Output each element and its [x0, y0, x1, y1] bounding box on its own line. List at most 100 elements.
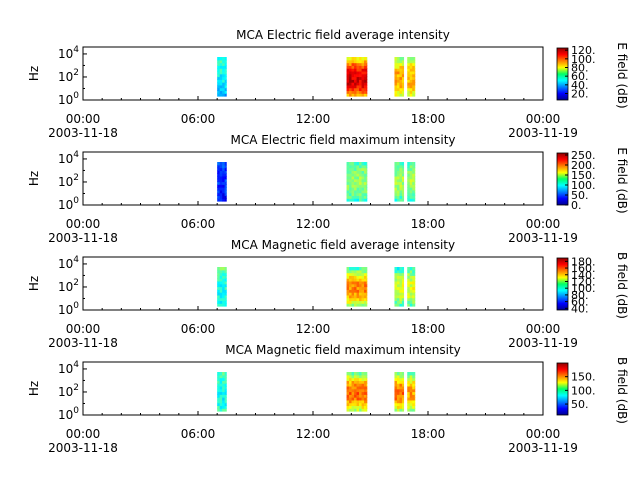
heatmap-cell	[361, 283, 365, 288]
heatmap-cell	[407, 269, 411, 274]
heatmap-cell	[351, 289, 355, 293]
heatmap-cell	[364, 267, 367, 271]
x-tick-label: 12:00	[296, 427, 331, 441]
plot-frame	[82, 361, 544, 416]
heatmap-cell	[364, 173, 367, 177]
heatmap-cell	[412, 385, 416, 390]
heatmap-cell	[399, 70, 403, 75]
y-tick-exponent: 2	[73, 383, 79, 393]
heatmap-cell	[354, 292, 357, 296]
heatmap-cell	[351, 79, 355, 83]
heatmap-cell	[349, 195, 352, 199]
heatmap-cell	[217, 198, 220, 202]
heatmap-cell	[351, 187, 355, 191]
heatmap-cell	[401, 399, 405, 404]
heatmap-cell	[394, 70, 398, 75]
heatmap-cell	[346, 184, 350, 188]
heatmap-cell	[401, 297, 405, 302]
heatmap-cell	[356, 164, 360, 169]
heatmap-cell	[364, 65, 367, 69]
heatmap-cell	[359, 289, 362, 293]
heatmap-cell	[407, 278, 411, 282]
heatmap-cell	[224, 70, 227, 75]
heatmap-cell	[364, 294, 367, 299]
heatmap-cell	[364, 289, 367, 293]
heatmap-cell	[401, 195, 405, 199]
heatmap-cell	[409, 87, 413, 92]
heatmap-cell	[359, 62, 362, 66]
heatmap-cell	[217, 374, 220, 379]
heatmap-cell	[224, 187, 227, 191]
heatmap-cell	[399, 275, 403, 279]
x-tick-label: 06:00	[181, 112, 216, 126]
heatmap-cell	[351, 405, 355, 409]
colorbar-tick-label: 150.	[571, 169, 596, 182]
heatmap-cell	[399, 192, 403, 197]
heatmap-cell	[349, 394, 352, 398]
heatmap-cell	[396, 175, 400, 180]
heatmap-cell	[412, 164, 416, 169]
heatmap-cell	[222, 192, 225, 197]
heatmap-cell	[409, 76, 413, 80]
heatmap-cell	[356, 399, 360, 404]
heatmap-cell	[222, 173, 225, 177]
heatmap-cell	[394, 385, 398, 390]
heatmap-cell	[222, 289, 225, 293]
heatmap-cell	[409, 62, 413, 66]
colorbar-tick-label: 40.	[571, 302, 589, 315]
heatmap-cell	[354, 383, 357, 387]
heatmap-cell	[356, 82, 360, 86]
heatmap-cell	[409, 173, 413, 177]
heatmap-cell	[349, 65, 352, 69]
heatmap-cell	[412, 394, 416, 398]
heatmap-cell	[361, 90, 365, 94]
heatmap-cell	[409, 59, 413, 64]
heatmap-cell	[346, 303, 350, 307]
heatmap-cell	[349, 278, 352, 282]
heatmap-cell	[399, 408, 403, 412]
heatmap-cell	[399, 280, 403, 285]
heatmap-cell	[407, 303, 411, 307]
heatmap-cell	[412, 82, 416, 86]
heatmap-cell	[217, 303, 220, 307]
heatmap-cell	[356, 286, 360, 290]
heatmap-cell	[217, 57, 220, 61]
heatmap-cell	[351, 374, 355, 379]
heatmap-cell	[219, 65, 223, 69]
heatmap-cell	[396, 167, 400, 171]
heatmap-cell	[356, 62, 360, 66]
heatmap-cell	[349, 178, 352, 183]
heatmap-cell	[351, 184, 355, 188]
heatmap-cell	[359, 394, 362, 398]
heatmap-cell	[396, 377, 400, 381]
heatmap-cell	[222, 374, 225, 379]
heatmap-cell	[224, 283, 227, 288]
heatmap-cell	[407, 372, 411, 376]
heatmap-cell	[401, 175, 405, 180]
heatmap-cell	[412, 162, 416, 166]
heatmap-cell	[354, 192, 357, 197]
heatmap-cell	[401, 391, 405, 395]
y-tick-exponent: 0	[73, 91, 79, 101]
heatmap-cell	[412, 167, 416, 171]
heatmap-cell	[401, 181, 405, 185]
heatmap-cell	[359, 59, 362, 64]
heatmap-cell	[361, 385, 365, 390]
heatmap-cell	[407, 397, 411, 401]
heatmap-cell	[346, 402, 350, 407]
heatmap-cell	[224, 385, 227, 390]
heatmap-cell	[354, 87, 357, 92]
y-tick-base: 10	[58, 385, 73, 399]
heatmap-cell	[409, 372, 413, 376]
heatmap-cell	[394, 289, 398, 293]
heatmap-cell	[401, 278, 405, 282]
heatmap-cell	[366, 394, 368, 398]
heatmap-cell	[356, 65, 360, 69]
heatmap-cell	[224, 84, 227, 89]
heatmap-cell	[401, 173, 405, 177]
heatmap-cell	[412, 93, 416, 97]
heatmap-cell	[219, 402, 223, 407]
heatmap-cell	[364, 374, 367, 379]
colorbar-tick-label: 200.	[571, 159, 596, 172]
heatmap-cell	[399, 394, 403, 398]
